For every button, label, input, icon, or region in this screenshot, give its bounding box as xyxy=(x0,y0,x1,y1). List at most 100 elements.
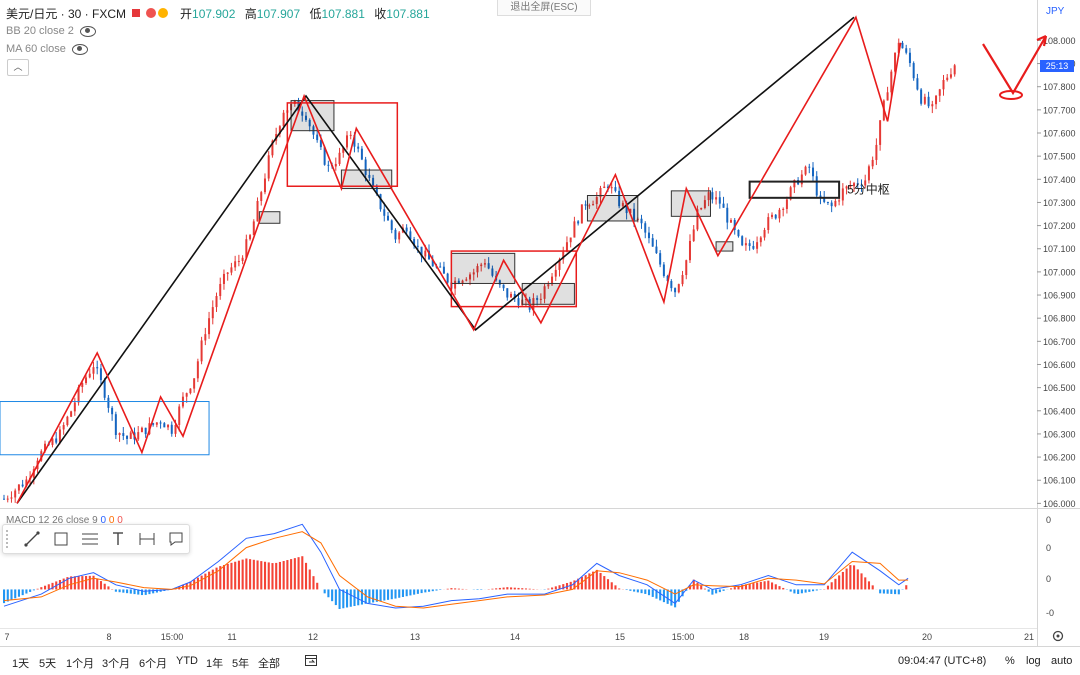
range-1y[interactable]: 1年 xyxy=(206,658,224,670)
macd-bar xyxy=(252,559,255,590)
candle-body xyxy=(759,237,762,243)
candle-body xyxy=(685,260,688,276)
macd-bar xyxy=(640,589,643,594)
range-3m[interactable]: 3个月 xyxy=(102,658,131,670)
candle-body xyxy=(722,203,725,208)
countdown-badge: 25:13 xyxy=(1040,60,1074,72)
candle-body xyxy=(282,112,285,127)
macd-bar xyxy=(144,589,147,595)
macd-bar xyxy=(804,589,807,593)
macd-bar xyxy=(797,589,800,594)
candle-body xyxy=(40,451,43,461)
macd-bar xyxy=(767,580,770,590)
candle-body xyxy=(200,340,203,362)
macd-tick-label: -0 xyxy=(1046,608,1054,618)
candle-body xyxy=(140,427,143,433)
candle-body xyxy=(804,166,807,175)
macd-bar xyxy=(14,589,17,599)
price-tick-label: 106.600 xyxy=(1043,360,1076,370)
candle-body xyxy=(334,163,337,167)
rectangle-icon[interactable] xyxy=(48,528,74,550)
candle-body xyxy=(733,219,736,231)
macd-bar xyxy=(92,575,95,590)
macd-bar xyxy=(647,589,651,596)
macd-bar xyxy=(905,585,908,590)
percent-toggle[interactable]: % xyxy=(1005,655,1015,667)
macd-bar xyxy=(193,579,196,590)
drawing-toolbar xyxy=(2,524,190,554)
candle-body xyxy=(81,383,84,387)
candle-body xyxy=(129,432,132,439)
macd-bar xyxy=(696,582,699,590)
eye-hidden-icon[interactable] xyxy=(71,43,88,55)
symbol-title[interactable]: 美元/日元 · 30 · FXCM xyxy=(6,6,127,21)
text-icon[interactable] xyxy=(105,528,131,550)
macd-bar xyxy=(744,584,748,590)
flag-icon[interactable] xyxy=(132,9,141,17)
settings-icon[interactable] xyxy=(1052,630,1064,642)
drag-handle[interactable] xyxy=(6,530,16,548)
log-toggle[interactable]: log xyxy=(1026,655,1041,667)
macd-bar xyxy=(327,589,330,598)
auto-toggle[interactable]: auto xyxy=(1051,655,1073,667)
range-1m[interactable]: 1个月 xyxy=(66,658,95,670)
candle-body xyxy=(606,186,609,189)
macd-label[interactable]: MACD 12 26 close 9 0 0 0 xyxy=(6,515,123,526)
macd-bar xyxy=(849,565,852,590)
measure-icon[interactable] xyxy=(134,528,160,550)
macd-bar xyxy=(420,589,423,594)
range-1d[interactable]: 1天 xyxy=(12,658,30,670)
macd-bar xyxy=(580,576,583,590)
candle-body xyxy=(6,498,9,500)
ma-indicator-label[interactable]: MA 60 close xyxy=(6,43,66,55)
range-ytd[interactable]: YTD xyxy=(176,655,198,667)
fib-icon[interactable] xyxy=(77,528,103,550)
macd-bar xyxy=(32,589,35,591)
range-all[interactable]: 全部 xyxy=(258,658,280,670)
candle-body xyxy=(524,298,527,300)
pivot-box-gray xyxy=(258,211,281,224)
bb-indicator-label[interactable]: BB 20 close 2 xyxy=(6,25,74,37)
candle-body xyxy=(226,272,229,274)
macd-bar xyxy=(334,589,337,606)
collapse-legend-button[interactable]: ︿ xyxy=(7,59,29,76)
candle-body xyxy=(409,231,412,240)
macd-bar xyxy=(715,589,718,594)
goto-date-icon[interactable] xyxy=(304,653,318,670)
macd-bar xyxy=(222,565,226,590)
macd-bar xyxy=(513,587,516,590)
candle-body xyxy=(670,281,673,289)
candle-body xyxy=(886,92,889,101)
candle-body xyxy=(357,146,360,149)
candle-body xyxy=(405,227,408,232)
candle-body xyxy=(237,260,240,262)
exit-fullscreen-button[interactable]: 退出全屏(ESC) xyxy=(497,0,591,16)
macd-bar xyxy=(211,569,214,590)
candle-body xyxy=(137,432,140,440)
range-5d[interactable]: 5天 xyxy=(39,658,57,670)
candle-body xyxy=(707,192,710,201)
candle-body xyxy=(390,220,393,230)
range-6m[interactable]: 6个月 xyxy=(139,658,168,670)
comment-icon[interactable] xyxy=(163,528,189,550)
macd-bar xyxy=(133,589,136,595)
range-5y[interactable]: 5年 xyxy=(232,658,250,670)
candle-body xyxy=(588,205,591,207)
eye-hidden-icon[interactable] xyxy=(79,25,96,37)
trend-line-icon[interactable] xyxy=(19,528,45,550)
macd-bar xyxy=(562,584,565,590)
macd-bar xyxy=(759,581,762,590)
candle-body xyxy=(834,200,837,207)
macd-bar xyxy=(155,589,158,593)
macd-bar xyxy=(345,589,349,608)
macd-bar xyxy=(890,589,893,594)
macd-bar xyxy=(756,582,759,590)
candle-body xyxy=(826,201,829,203)
macd-bar xyxy=(606,579,610,590)
macd-bar xyxy=(614,585,617,590)
macd-bar xyxy=(845,568,848,590)
candle-body xyxy=(793,180,796,188)
macd-bar xyxy=(894,589,897,595)
macd-bar xyxy=(763,581,766,590)
